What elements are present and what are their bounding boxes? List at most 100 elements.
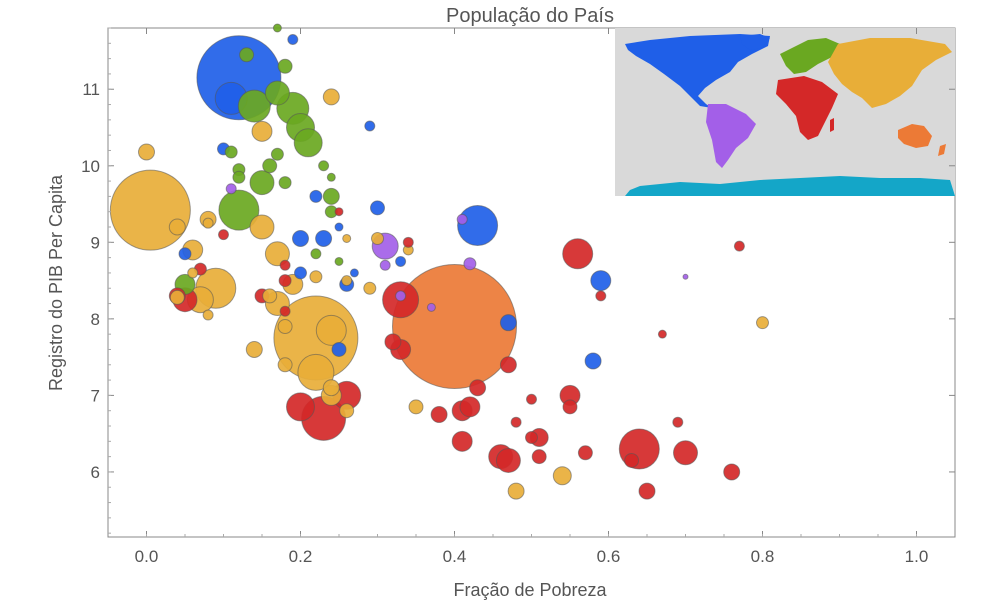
bubble-point	[225, 183, 237, 195]
bubble-point	[331, 341, 347, 357]
bubble-point	[371, 231, 384, 245]
y-tick-label: 11	[82, 80, 100, 99]
bubble-point	[682, 273, 689, 280]
bubble-point	[457, 204, 499, 246]
bubble-point	[249, 214, 275, 240]
bubble-point	[456, 213, 468, 225]
bubble-point	[262, 288, 278, 304]
bubble-point	[326, 172, 336, 182]
bubble-point	[168, 218, 186, 236]
bubble-point	[577, 445, 593, 461]
bubble-point	[430, 406, 448, 424]
map-region-north-america	[625, 34, 770, 108]
bubble-point	[584, 352, 602, 370]
bubble-point	[264, 80, 290, 106]
bubble-point	[315, 229, 333, 247]
bubble-point	[673, 440, 698, 466]
map-region-europe	[780, 38, 840, 74]
bubble-point	[624, 452, 640, 468]
bubble-point	[507, 482, 525, 500]
y-tick-label: 10	[81, 157, 100, 176]
bubble-point	[218, 229, 229, 241]
map-region-south-america	[706, 104, 756, 168]
bubble-point	[379, 259, 391, 271]
bubble-point	[408, 399, 424, 415]
bubble-point	[318, 160, 330, 172]
x-tick-label: 0.4	[443, 547, 467, 566]
bubble-point	[202, 217, 214, 229]
bubble-point	[262, 158, 278, 174]
x-tick-label: 0.6	[597, 547, 621, 566]
bubble-point	[495, 447, 521, 473]
bubble-layer	[109, 23, 769, 500]
bubble-point	[395, 255, 407, 267]
bubble-point	[287, 33, 299, 45]
bubble-point	[109, 169, 191, 251]
bubble-point	[334, 256, 344, 266]
bubble-point	[293, 128, 323, 158]
bubble-point	[723, 463, 741, 481]
bubble-point	[278, 274, 292, 288]
map-region-greenland	[740, 34, 770, 50]
bubble-point	[187, 267, 199, 279]
bubble-point	[264, 241, 290, 267]
bubble-point	[499, 314, 517, 332]
bubble-point	[426, 302, 436, 312]
bubble-point	[270, 147, 284, 161]
axes: 0.0 0.2 0.4 0.6 0.8 1.0 6 7 8 9 10 11	[81, 27, 955, 566]
bubble-point	[178, 247, 192, 261]
y-tick-label: 6	[91, 463, 100, 482]
bubble-point	[169, 289, 185, 305]
bubble-point	[309, 270, 323, 284]
bubble-point	[232, 170, 246, 184]
bubble-point	[657, 329, 667, 339]
bubble-point	[526, 393, 537, 405]
x-tick-label: 0.8	[751, 547, 775, 566]
bubble-point	[525, 430, 538, 444]
bubble-point	[339, 403, 355, 419]
bubble-point	[202, 309, 214, 321]
bubble-point	[277, 319, 293, 335]
bubble-point	[510, 416, 522, 428]
bubble-point	[315, 314, 347, 346]
bubble-point	[364, 120, 376, 132]
bubble-point	[334, 207, 344, 217]
bubble-point	[237, 89, 271, 123]
bubble-point	[297, 353, 335, 391]
bubble-point	[370, 200, 385, 216]
bubble-point	[395, 290, 407, 302]
bubble-point	[277, 58, 293, 74]
bubble-point	[342, 233, 352, 243]
bubble-point	[463, 257, 477, 271]
map-region-oceania	[898, 124, 932, 148]
bubble-point	[272, 23, 282, 33]
bubble-point	[322, 88, 340, 106]
bubble-point	[459, 396, 481, 418]
bubble-point	[218, 189, 260, 231]
bubble-point	[552, 466, 572, 486]
map-region-madagascar	[830, 118, 834, 132]
bubble-point	[239, 47, 255, 63]
bubble-point	[384, 333, 402, 351]
bubble-point	[249, 170, 275, 196]
bubble-point	[363, 281, 377, 295]
bubble-point	[334, 222, 344, 232]
bubble-point	[309, 189, 323, 203]
bubble-point	[562, 238, 594, 270]
bubble-point	[294, 266, 307, 280]
x-axis-label: Fração de Pobreza	[453, 580, 607, 600]
bubble-point	[277, 357, 293, 373]
y-tick-label: 9	[91, 233, 100, 252]
bubble-point	[310, 248, 322, 260]
bubble-point	[469, 379, 487, 397]
bubble-point	[322, 187, 340, 205]
bubble-point	[756, 316, 769, 330]
bubble-point	[672, 416, 684, 428]
bubble-point	[562, 399, 578, 415]
y-tick-label: 8	[91, 310, 100, 329]
y-axis-label: Registro do PIB Per Capita	[46, 174, 66, 391]
bubble-point	[286, 392, 315, 422]
map-region-new-zealand	[938, 144, 946, 156]
